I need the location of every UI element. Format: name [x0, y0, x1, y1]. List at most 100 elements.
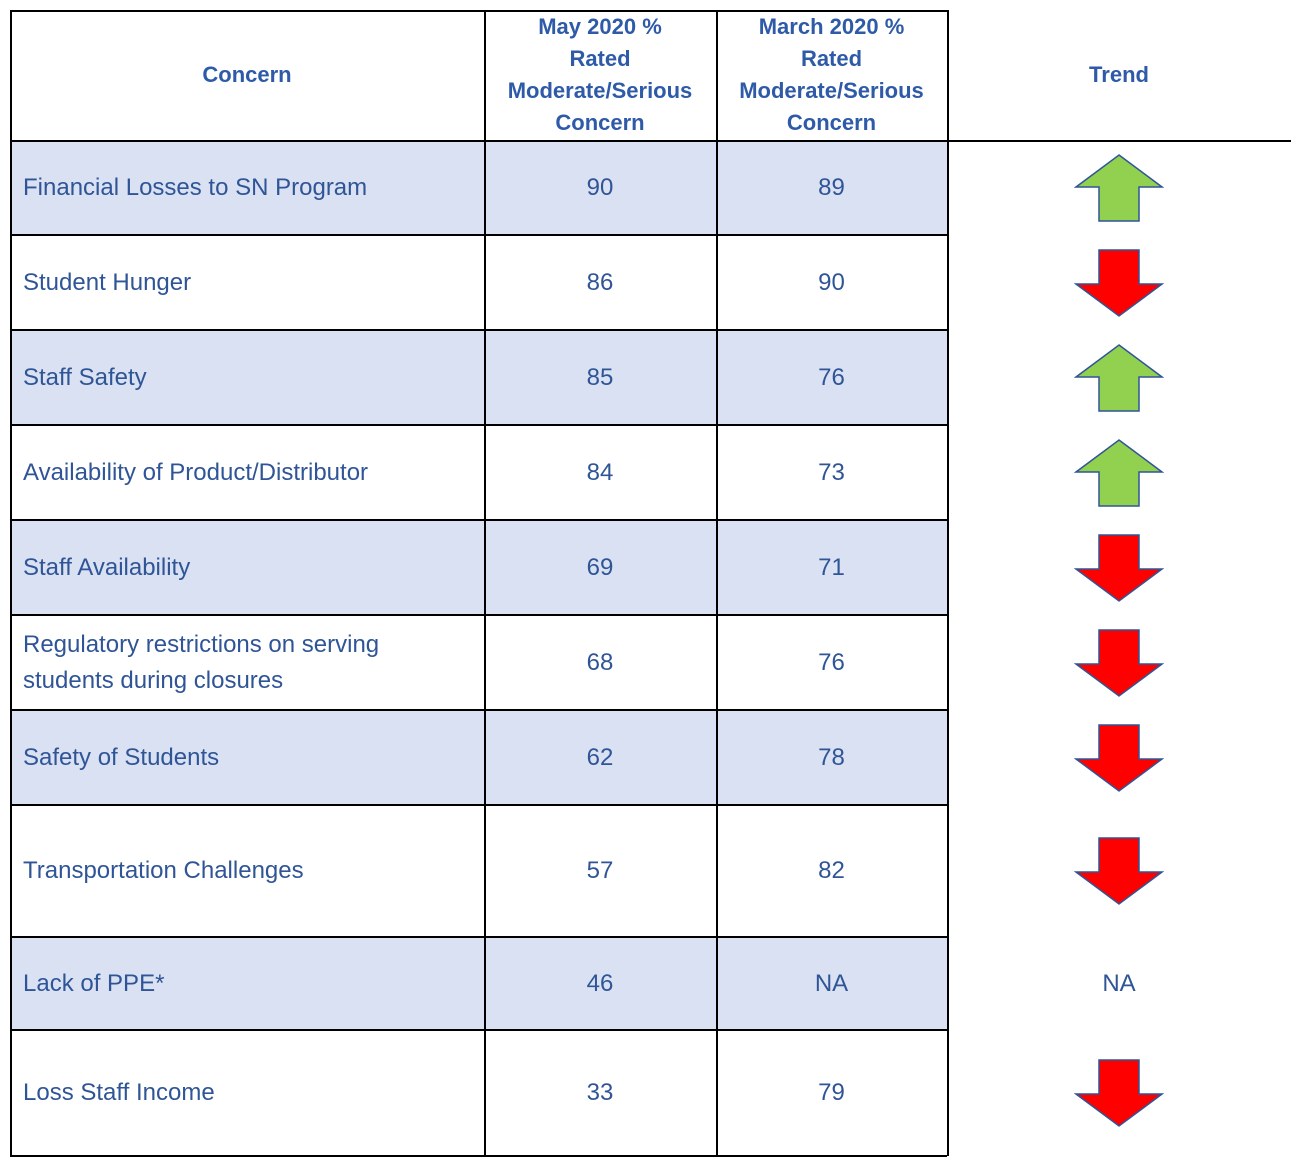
- concern-text: Loss Staff Income: [23, 1079, 215, 1106]
- border-line: [10, 10, 12, 1156]
- value-cell: 82: [716, 805, 947, 937]
- trend-cell: [947, 140, 1291, 235]
- arrow-shape: [1074, 153, 1164, 222]
- border-line: [10, 329, 947, 331]
- border-line: [716, 10, 718, 1156]
- border-line: [10, 519, 947, 521]
- header-text: Moderate/Serious: [739, 78, 924, 103]
- concern-text: Transportation Challenges: [23, 857, 304, 884]
- concern-text: Lack of PPE*: [23, 969, 165, 997]
- concern-cell: Lack of PPE*: [10, 937, 484, 1030]
- border-line: [484, 10, 486, 1156]
- trend-cell: [947, 710, 1291, 805]
- value-text: 90: [586, 173, 614, 201]
- header-cell: May 2020 % Rated Moderate/Serious Concern: [484, 10, 716, 140]
- value-cell: 73: [716, 425, 947, 520]
- value-text: 86: [586, 268, 614, 296]
- arrow-shape: [1074, 628, 1164, 697]
- concern-cell: Safety of Students: [10, 710, 484, 805]
- down-arrow: [1074, 533, 1164, 602]
- down-arrow: [1074, 628, 1164, 697]
- concern-cell: Availability of Product/Distributor: [10, 425, 484, 520]
- concern-cell: Financial Losses to SN Program: [10, 140, 484, 235]
- border-line: [10, 234, 947, 236]
- value-cell: 57: [484, 805, 716, 937]
- trend-cell: [947, 615, 1291, 710]
- border-line: [10, 614, 947, 616]
- down-arrow: [1074, 837, 1164, 905]
- trend-cell: [947, 805, 1291, 937]
- concern-cell: Transportation Challenges: [10, 805, 484, 937]
- value-text: 84: [586, 458, 614, 486]
- concern-text: Safety of Students: [23, 743, 220, 771]
- value-text: 46: [586, 969, 614, 997]
- concern-text: Availability of Product/Distributor: [23, 458, 369, 486]
- arrow-shape: [1074, 248, 1164, 317]
- header-text: Concern: [786, 110, 877, 135]
- border-line: [10, 140, 1291, 142]
- concern-cell: Regulatory restrictions on serving stude…: [10, 615, 484, 710]
- arrow-shape: [1074, 343, 1164, 412]
- trend-cell: [947, 520, 1291, 615]
- value-text: 33: [586, 1079, 614, 1106]
- value-cell: 33: [484, 1030, 716, 1156]
- value-cell: 76: [716, 330, 947, 425]
- down-arrow: [1074, 1059, 1164, 1127]
- concern-text: Staff Availability: [23, 553, 191, 581]
- concern-text: Student Hunger: [23, 268, 192, 296]
- header-text: May 2020 %: [538, 14, 662, 39]
- value-cell: 69: [484, 520, 716, 615]
- concern-cell: Staff Safety: [10, 330, 484, 425]
- arrow-shape: [1074, 837, 1164, 905]
- value-cell: 68: [484, 615, 716, 710]
- value-text: 89: [818, 173, 845, 201]
- trend-cell: [947, 235, 1291, 330]
- value-cell: 71: [716, 520, 947, 615]
- header-text: Rated: [800, 46, 863, 71]
- value-text: 73: [818, 458, 845, 486]
- trend-cell: [947, 330, 1291, 425]
- header-text: Moderate/Serious: [507, 78, 693, 103]
- value-text: 68: [586, 648, 614, 676]
- arrow-shape: [1074, 533, 1164, 602]
- value-text: 57: [586, 857, 614, 884]
- concern-text: Staff Safety: [23, 363, 147, 391]
- trend-text: NA: [1102, 969, 1136, 997]
- header-cell: Concern: [10, 10, 484, 140]
- trend-cell: [947, 1030, 1291, 1156]
- header-text: Concern: [555, 110, 645, 135]
- value-cell: 90: [484, 140, 716, 235]
- trend-cell: [947, 425, 1291, 520]
- value-text: 90: [818, 268, 845, 296]
- down-arrow: [1074, 248, 1164, 317]
- value-cell: 46: [484, 937, 716, 1030]
- header-text: Trend: [1089, 62, 1149, 87]
- value-cell: 85: [484, 330, 716, 425]
- value-text: NA: [814, 969, 849, 997]
- value-text: 71: [818, 553, 845, 581]
- value-text: 69: [586, 553, 614, 581]
- up-arrow: [1074, 153, 1164, 222]
- value-text: 79: [818, 1079, 845, 1106]
- value-text: 62: [586, 743, 614, 771]
- value-cell: 89: [716, 140, 947, 235]
- value-cell: 79: [716, 1030, 947, 1156]
- trend-cell: NA: [947, 937, 1291, 1030]
- border-line: [10, 709, 947, 711]
- border-line: [10, 936, 947, 938]
- header-text: Rated: [569, 46, 631, 71]
- concern-text: Financial Losses to SN Program: [23, 173, 368, 201]
- border-line: [947, 10, 949, 1156]
- value-text: 82: [818, 857, 845, 884]
- value-cell: 84: [484, 425, 716, 520]
- value-cell: NA: [716, 937, 947, 1030]
- border-line: [10, 10, 947, 12]
- down-arrow: [1074, 723, 1164, 792]
- arrow-shape: [1074, 1059, 1164, 1127]
- concern-text: Regulatory restrictions on serving stude…: [23, 630, 380, 694]
- concern-cell: Loss Staff Income: [10, 1030, 484, 1156]
- arrow-shape: [1074, 438, 1164, 507]
- arrow-shape: [1074, 723, 1164, 792]
- concern-cell: Staff Availability: [10, 520, 484, 615]
